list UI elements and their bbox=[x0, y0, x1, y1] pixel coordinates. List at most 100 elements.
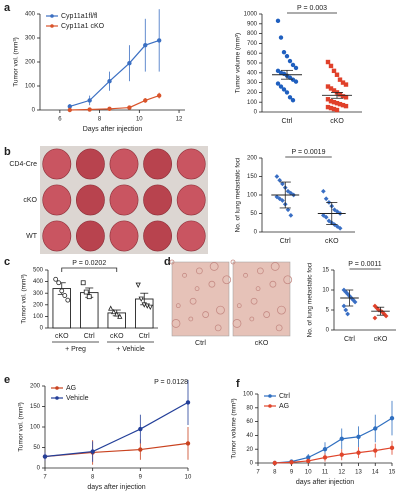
x-tick-label: Ctrl bbox=[344, 336, 355, 343]
x-tick-label: 12 bbox=[176, 117, 183, 123]
series-line bbox=[69, 95, 160, 111]
y-axis-label: No. of lung metastatic foci bbox=[307, 263, 314, 338]
tissue bbox=[222, 275, 232, 285]
point bbox=[62, 293, 68, 298]
tissue bbox=[171, 319, 181, 328]
histology bbox=[171, 261, 230, 337]
point bbox=[284, 90, 290, 95]
y-tick-label: 100 bbox=[243, 392, 254, 398]
x-tick-label: Ctrl bbox=[282, 118, 293, 125]
row-label: WT bbox=[26, 233, 38, 240]
tissue bbox=[216, 305, 225, 315]
significance-bracket bbox=[61, 267, 118, 272]
tissue bbox=[255, 286, 261, 292]
y-tick-label: 200 bbox=[247, 90, 258, 96]
point bbox=[65, 297, 71, 303]
tissue bbox=[236, 303, 242, 309]
y-tick-label: 100 bbox=[30, 425, 41, 431]
row-label: cKO bbox=[23, 197, 37, 204]
y-tick-label: 50 bbox=[33, 445, 40, 451]
y-tick-label: 300 bbox=[247, 80, 258, 86]
x-tick-label: 10 bbox=[305, 470, 312, 476]
panel-letter: a bbox=[4, 2, 11, 14]
point bbox=[53, 276, 59, 282]
point bbox=[156, 38, 162, 43]
point bbox=[135, 282, 141, 288]
point bbox=[80, 280, 86, 286]
lung bbox=[42, 184, 72, 216]
tissue bbox=[249, 316, 255, 322]
point bbox=[383, 313, 389, 319]
lung bbox=[143, 184, 173, 216]
y-tick-label: 80 bbox=[246, 405, 253, 411]
point bbox=[67, 107, 72, 113]
point bbox=[127, 105, 132, 110]
tissue bbox=[263, 311, 271, 318]
x-tick-label: 13 bbox=[355, 470, 362, 476]
point bbox=[275, 81, 281, 86]
point bbox=[278, 35, 284, 40]
y-tick-label: 50 bbox=[250, 211, 257, 217]
point bbox=[156, 93, 162, 98]
legend-marker bbox=[55, 386, 59, 390]
point bbox=[287, 95, 293, 100]
lung bbox=[143, 220, 173, 252]
y-tick-label: 0 bbox=[326, 328, 330, 334]
lung bbox=[42, 220, 72, 252]
x-tick-label: Ctrl bbox=[280, 238, 291, 245]
tissue bbox=[188, 316, 194, 322]
point bbox=[56, 280, 62, 286]
point bbox=[284, 53, 290, 59]
y-tick-label: 150 bbox=[247, 174, 258, 180]
y-tick-label: 100 bbox=[33, 314, 44, 320]
point bbox=[389, 445, 395, 451]
image-label: cKO bbox=[255, 340, 269, 347]
point bbox=[87, 107, 92, 112]
panel-letter: d bbox=[164, 256, 171, 268]
point bbox=[332, 207, 337, 213]
point bbox=[138, 296, 144, 302]
tissue bbox=[250, 297, 258, 305]
point bbox=[293, 65, 299, 71]
point bbox=[373, 426, 378, 431]
point bbox=[42, 454, 48, 459]
y-tick-label: 100 bbox=[25, 84, 36, 90]
point bbox=[272, 460, 277, 466]
point bbox=[274, 194, 280, 200]
x-tick-label: cKO bbox=[330, 118, 344, 125]
point bbox=[328, 63, 334, 69]
y-tick-label: 800 bbox=[247, 31, 258, 37]
x-tick-label: 7 bbox=[256, 470, 260, 476]
tissue bbox=[232, 319, 242, 328]
point bbox=[275, 68, 281, 74]
point bbox=[278, 84, 284, 89]
legend-label: AG bbox=[279, 403, 289, 410]
x-tick-label: cKO bbox=[325, 238, 339, 245]
point bbox=[275, 18, 281, 24]
tissue bbox=[195, 267, 203, 275]
x-tick-label: Ctrl bbox=[139, 333, 150, 340]
x-tick-label: 10 bbox=[136, 117, 143, 123]
point bbox=[343, 82, 349, 87]
tissue bbox=[194, 286, 200, 292]
panel-letter: c bbox=[4, 256, 10, 268]
panel-letter: f bbox=[236, 378, 240, 390]
lung bbox=[75, 220, 105, 252]
point bbox=[287, 58, 293, 64]
row-label: CD4-Cre bbox=[9, 161, 37, 168]
lung bbox=[75, 184, 105, 216]
legend-marker bbox=[55, 396, 59, 400]
p-value: P = 0.0011 bbox=[348, 261, 382, 268]
point bbox=[285, 188, 291, 194]
x-tick-label: 6 bbox=[58, 117, 62, 123]
y-axis-label: No. of lung metastatic foci bbox=[235, 158, 242, 233]
panel-letter: e bbox=[4, 374, 10, 386]
y-tick-label: 0 bbox=[37, 466, 41, 472]
point bbox=[107, 78, 112, 84]
y-tick-label: 0 bbox=[254, 230, 258, 236]
point bbox=[281, 87, 287, 92]
series-line bbox=[69, 39, 160, 107]
tissue bbox=[270, 262, 280, 271]
point bbox=[334, 224, 340, 229]
y-axis-label: Tumor vol. (mm³) bbox=[18, 402, 25, 452]
